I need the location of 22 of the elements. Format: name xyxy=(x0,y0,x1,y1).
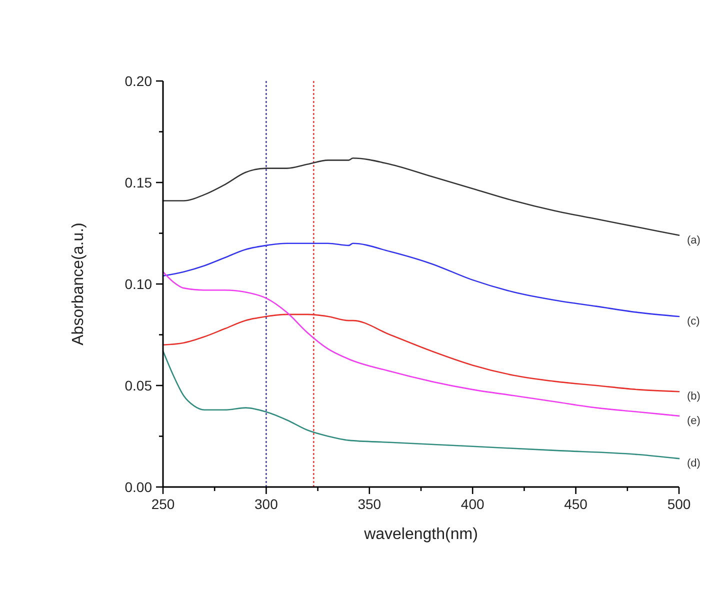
x-axis-title: wavelength(nm) xyxy=(363,526,478,543)
line-series xyxy=(162,242,680,318)
series-label: (e) xyxy=(687,414,700,427)
y-tick-label: 0.05 xyxy=(124,378,152,394)
series-label: (a) xyxy=(687,234,700,246)
x-tick-label: 500 xyxy=(667,496,691,512)
line-series xyxy=(162,350,680,460)
y-tick-label: 0.15 xyxy=(124,174,152,190)
y-tick-label: 0.10 xyxy=(124,276,152,292)
series-label: (b) xyxy=(687,390,700,403)
y-tick-label: 0.00 xyxy=(124,479,152,495)
y-axis-title: Absorbance(a.u.) xyxy=(70,222,87,346)
x-tick-label: 250 xyxy=(151,496,175,512)
x-tick-label: 400 xyxy=(460,496,484,512)
x-tick-label: 300 xyxy=(254,496,278,512)
x-tick-label: 350 xyxy=(358,496,382,512)
line-series xyxy=(162,271,680,417)
series-label: (c) xyxy=(687,315,700,328)
x-tick-label: 450 xyxy=(564,496,588,512)
y-tick-label: 0.20 xyxy=(124,73,152,89)
series-label: (d) xyxy=(687,458,700,470)
line-series xyxy=(162,157,680,236)
